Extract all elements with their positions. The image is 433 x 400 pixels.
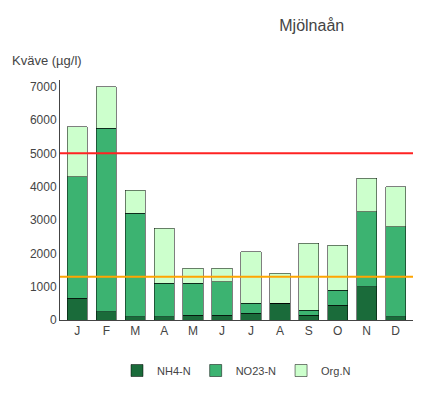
svg-text:NH4-N: NH4-N: [157, 365, 191, 377]
svg-text:J: J: [74, 324, 80, 338]
svg-text:3000: 3000: [30, 213, 57, 227]
svg-text:NO23-N: NO23-N: [236, 365, 276, 377]
svg-text:A: A: [160, 324, 168, 338]
svg-text:S: S: [305, 324, 313, 338]
svg-text:J: J: [219, 324, 225, 338]
svg-text:5000: 5000: [30, 147, 57, 161]
svg-text:1000: 1000: [30, 280, 57, 294]
svg-text:6000: 6000: [30, 113, 57, 127]
svg-text:M: M: [188, 324, 198, 338]
svg-text:M: M: [130, 324, 140, 338]
svg-text:N: N: [362, 324, 371, 338]
svg-text:4000: 4000: [30, 180, 57, 194]
svg-text:Org.N: Org.N: [321, 365, 350, 377]
svg-text:J: J: [248, 324, 254, 338]
svg-text:Mjölnaån: Mjölnaån: [279, 17, 344, 34]
svg-text:Kväve (µg/l): Kväve (µg/l): [12, 53, 82, 68]
svg-text:0: 0: [50, 313, 57, 327]
svg-text:D: D: [391, 324, 400, 338]
svg-text:A: A: [276, 324, 284, 338]
svg-text:O: O: [333, 324, 342, 338]
svg-text:2000: 2000: [30, 247, 57, 261]
svg-text:7000: 7000: [30, 80, 57, 94]
svg-text:F: F: [103, 324, 110, 338]
